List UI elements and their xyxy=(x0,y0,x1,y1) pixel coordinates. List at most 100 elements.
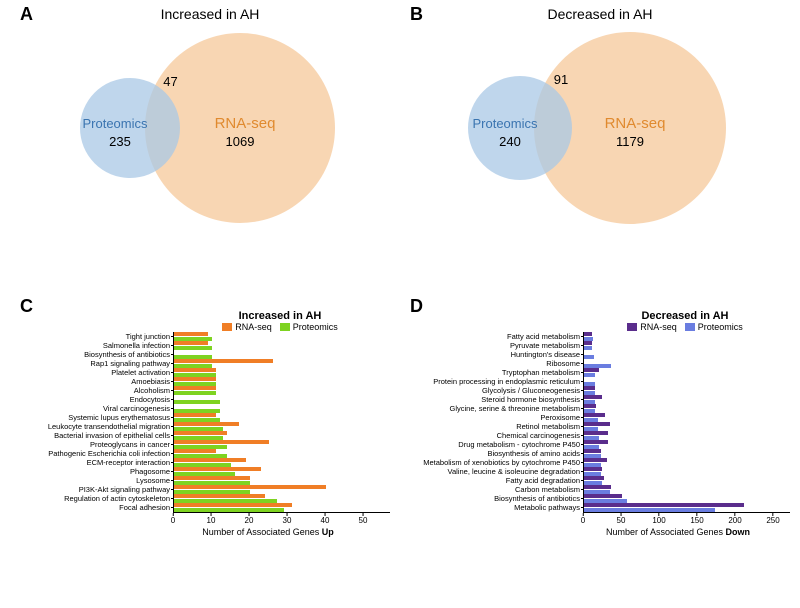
bar-chart-c: Increased in AH RNA-seqProteomics Tight … xyxy=(30,310,390,537)
bar-area xyxy=(583,359,790,368)
bar-series2 xyxy=(584,436,599,440)
bar-series1 xyxy=(584,368,599,372)
bar-category-label: Glycolysis / Gluconeogenesis xyxy=(420,387,583,395)
bar-series1 xyxy=(174,431,227,435)
bar-row: Phagosome xyxy=(30,467,390,476)
bar-series2 xyxy=(584,499,627,503)
bar-series2 xyxy=(584,400,595,404)
bar-row: Bacterial invasion of epithelial cells xyxy=(30,431,390,440)
legend-label: RNA-seq xyxy=(640,322,677,332)
bar-series1 xyxy=(584,404,596,408)
bar-series2 xyxy=(174,346,212,350)
bar-series1 xyxy=(174,359,273,363)
bar-series2 xyxy=(174,454,227,458)
bar-area xyxy=(583,494,790,503)
bar-row: Proteoglycans in cancer xyxy=(30,440,390,449)
bar-series1 xyxy=(584,413,605,417)
bar-category-label: Systemic lupus erythematosus xyxy=(30,414,173,422)
bar-category-label: Valine, leucine & isoleucine degradation xyxy=(420,468,583,476)
x-tick: 100 xyxy=(652,513,665,525)
bar-series2 xyxy=(584,364,611,368)
bar-series1 xyxy=(174,377,216,381)
bar-row: Viral carcinogenesis xyxy=(30,404,390,413)
bar-category-label: Salmonella infection xyxy=(30,342,173,350)
bar-row: Biosynthesis of antibiotics xyxy=(420,494,790,503)
bar-series1 xyxy=(174,476,250,480)
bar-row: Fatty acid degradation xyxy=(420,476,790,485)
x-tick: 0 xyxy=(581,513,585,525)
bar-category-label: Tryptophan metabolism xyxy=(420,369,583,377)
bar-category-label: Proteoglycans in cancer xyxy=(30,441,173,449)
bar-category-label: Fatty acid metabolism xyxy=(420,333,583,341)
bar-row: Pyruvate metabolism xyxy=(420,341,790,350)
svg-text:RNA-seq: RNA-seq xyxy=(215,115,276,132)
chart-d-xlabel: Number of Associated Genes Down xyxy=(583,527,773,537)
bar-area xyxy=(173,476,390,485)
bar-category-label: Fatty acid degradation xyxy=(420,477,583,485)
bar-category-label: Biosynthesis of antibiotics xyxy=(420,495,583,503)
bar-row: PI3K-Akt signaling pathway xyxy=(30,485,390,494)
bar-area xyxy=(173,377,390,386)
svg-text:47: 47 xyxy=(163,74,177,89)
bar-category-label: Lysosome xyxy=(30,477,173,485)
bar-series1 xyxy=(584,485,611,489)
bar-area xyxy=(583,332,790,341)
x-tick: 250 xyxy=(766,513,779,525)
bar-series1 xyxy=(174,467,261,471)
bar-area xyxy=(173,485,390,494)
bar-series1 xyxy=(174,368,216,372)
x-tick: 0 xyxy=(171,513,175,525)
bar-series2 xyxy=(584,490,610,494)
bar-series1 xyxy=(584,503,744,507)
bar-category-label: Regulation of actin cytoskeleton xyxy=(30,495,173,503)
bar-series1 xyxy=(584,341,592,345)
x-tick: 50 xyxy=(359,513,368,525)
legend-swatch xyxy=(280,323,290,331)
x-tick: 10 xyxy=(207,513,216,525)
bar-series1 xyxy=(174,413,216,417)
bar-row: Leukocyte transendothelial migration xyxy=(30,422,390,431)
bar-area xyxy=(583,503,790,512)
bar-area xyxy=(583,431,790,440)
venn-a: Proteomics235RNA-seq106947 xyxy=(40,18,360,238)
bar-category-label: Amoebiasis xyxy=(30,378,173,386)
bar-row: Metabolism of xenobiotics by cytochrome … xyxy=(420,458,790,467)
bar-category-label: Protein processing in endoplasmic reticu… xyxy=(420,378,583,386)
legend-item: RNA-seq xyxy=(627,322,677,332)
bar-series1 xyxy=(584,395,602,399)
legend-label: Proteomics xyxy=(698,322,743,332)
bar-series2 xyxy=(174,400,220,404)
bar-area xyxy=(173,503,390,512)
bar-series1 xyxy=(174,449,216,453)
x-tick: 50 xyxy=(617,513,626,525)
bar-row: Drug metabolism - cytochrome P450 xyxy=(420,440,790,449)
bar-row: Biosynthesis of antibiotics xyxy=(30,350,390,359)
bar-series1 xyxy=(174,386,216,390)
bar-series1 xyxy=(584,458,607,462)
legend-item: Proteomics xyxy=(685,322,743,332)
panel-a-label: A xyxy=(20,4,33,25)
bar-series2 xyxy=(584,373,595,377)
bar-row: Lysosome xyxy=(30,476,390,485)
bar-series2 xyxy=(174,499,277,503)
bar-series1 xyxy=(174,332,208,336)
bar-series2 xyxy=(584,481,602,485)
bar-series1 xyxy=(174,440,269,444)
svg-text:1069: 1069 xyxy=(226,134,255,149)
bar-series1 xyxy=(584,494,622,498)
x-tick: 150 xyxy=(690,513,703,525)
bar-category-label: Peroxisome xyxy=(420,414,583,422)
bar-row: Endocytosis xyxy=(30,395,390,404)
bar-row: Pathogenic Escherichia coli infection xyxy=(30,449,390,458)
bar-area xyxy=(173,494,390,503)
bar-category-label: Glycine, serine & threonine metabolism xyxy=(420,405,583,413)
svg-text:235: 235 xyxy=(109,134,131,149)
legend-swatch xyxy=(627,323,637,331)
bar-series1 xyxy=(584,422,610,426)
bar-series1 xyxy=(584,431,608,435)
bar-series2 xyxy=(174,445,227,449)
bar-series2 xyxy=(174,382,216,386)
bar-row: Salmonella infection xyxy=(30,341,390,350)
bar-area xyxy=(173,458,390,467)
bar-area xyxy=(583,404,790,413)
